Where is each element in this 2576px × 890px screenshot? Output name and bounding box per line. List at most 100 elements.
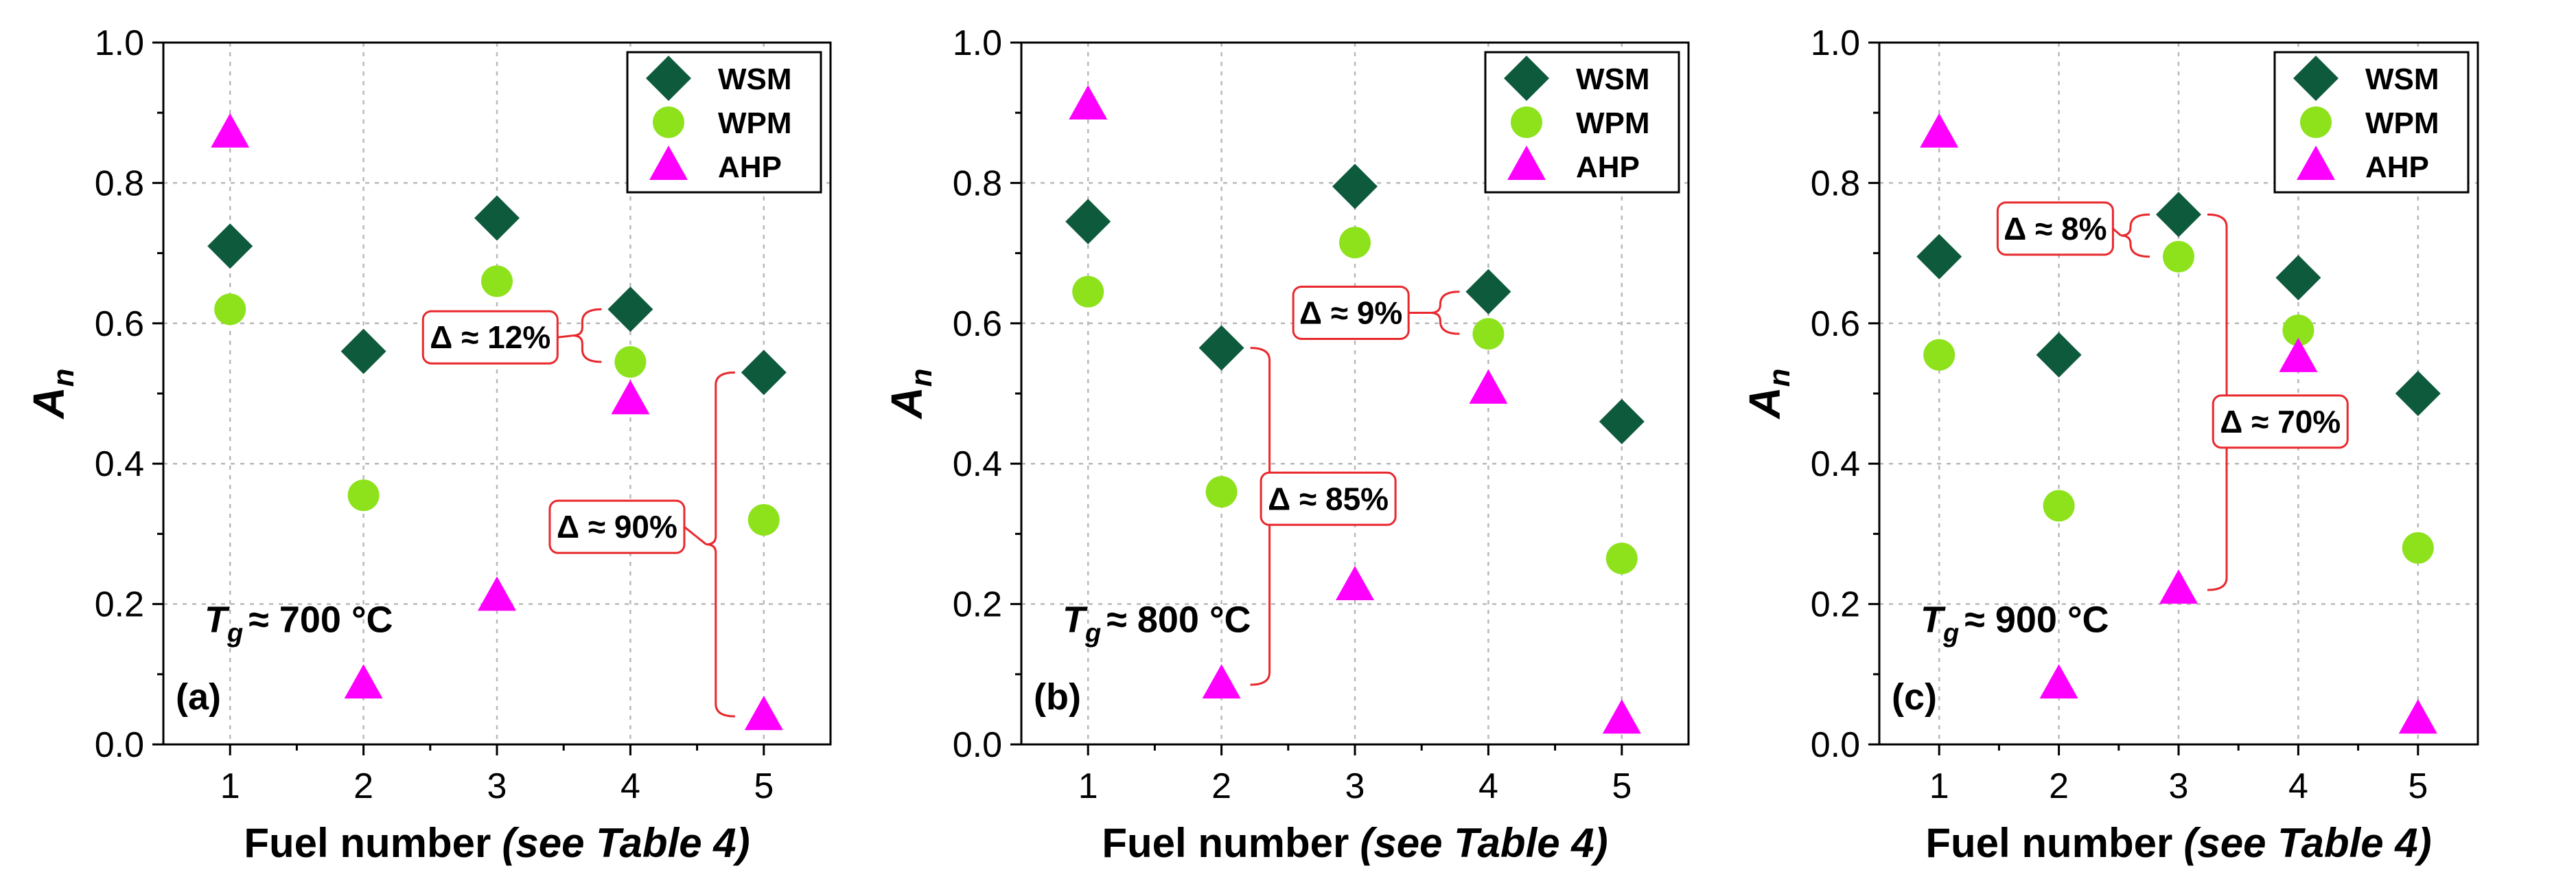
delta-label: Δ ≈ 12% [430,319,550,355]
temperature-value: ≈ 700 °C [248,599,393,640]
point-wpm [2402,532,2434,564]
point-ahp [211,113,250,148]
x-tick-label: 5 [754,766,774,806]
x-axis-label-main: Fuel number [1102,820,1349,866]
delta-leader-line [2112,227,2122,237]
x-axis-label: Fuel number (see Table 4) [1102,820,1608,866]
point-ahp [1202,664,1241,699]
delta-box [1292,285,1410,340]
x-tick-label: 3 [1345,766,1365,806]
temperature-value: ≈ 800 °C [1106,599,1251,640]
temperature-symbol: T [1063,599,1088,640]
point-ahp [2039,664,2078,699]
temperature-subscript: g [227,619,243,648]
point-wpm [481,265,513,297]
temperature-label: Tg ≈ 800 °C [1063,599,1251,648]
legend-marker-wpm [2300,106,2332,138]
y-tick-label: 0.2 [953,585,1002,625]
temperature-subscript: g [1084,619,1101,648]
point-ahp [1069,84,1108,119]
x-tick-label: 1 [1929,766,1949,806]
y-tick-label: 0.2 [95,585,144,625]
y-tick-label: 0.6 [95,304,144,344]
legend-label: AHP [1576,150,1640,184]
panel-label: (a) [176,676,221,718]
legend-label: WSM [718,62,792,96]
delta-box [548,499,686,554]
delta-box [2212,394,2349,449]
point-ahp [611,380,650,415]
legend-label: AHP [2365,150,2429,184]
y-axis-label-subscript: n [47,368,80,387]
x-axis-label: Fuel number (see Table 4) [1925,820,2431,866]
x-tick-label: 1 [220,766,240,806]
x-axis-label-note: (see Table 4) [2183,820,2431,866]
y-axis-label-main: A [1740,387,1789,420]
legend-marker-wsm [1504,56,1549,101]
legend-label: WPM [1576,106,1650,140]
y-axis-label: An [24,368,80,420]
point-wsm [1465,269,1511,315]
delta-label: Δ ≈ 8% [2004,211,2107,247]
y-tick-label: 0.6 [1811,304,1860,344]
point-wsm [1599,398,1645,444]
point-ahp [744,696,783,731]
x-axis-label-note: (see Table 4) [1360,820,1608,866]
legend-label: WSM [1576,62,1650,96]
y-axis-label-subscript: n [1763,368,1796,387]
y-tick-label: 0.8 [953,163,1002,203]
point-wpm [1923,339,1956,371]
point-wpm [347,479,380,512]
point-wsm [607,286,653,332]
y-tick-label: 0.0 [953,725,1002,765]
delta-label: Δ ≈ 85% [1268,481,1389,516]
point-wpm [2282,315,2314,347]
point-wpm [1339,227,1371,259]
point-wpm [1605,543,1638,575]
x-tick-label: 4 [1478,766,1498,806]
y-tick-label: 1.0 [953,23,1002,63]
point-wpm [747,503,780,536]
y-tick-label: 0.4 [95,444,144,484]
delta-label: Δ ≈ 90% [557,509,677,545]
temperature-label: Tg ≈ 700 °C [205,599,393,648]
point-wpm [1205,476,1238,508]
point-wsm [1332,163,1378,209]
x-axis-label: Fuel number (see Table 4) [244,820,750,866]
point-wpm [214,293,246,326]
delta-label: Δ ≈ 70% [2220,404,2341,440]
y-tick-label: 1.0 [1811,23,1860,63]
point-ahp [1469,369,1508,404]
y-tick-label: 0.0 [95,725,144,765]
y-tick-label: 1.0 [95,23,144,63]
y-axis-label: An [882,368,938,420]
legend-label: WSM [2365,62,2439,96]
y-tick-label: 0.0 [1811,725,1860,765]
point-wsm [741,350,787,396]
x-tick-label: 1 [1078,766,1098,806]
legend-marker-ahp [1507,146,1546,180]
temperature-symbol: T [1921,599,1946,640]
delta-leader-line [684,526,707,545]
y-axis-label: An [1740,368,1796,420]
point-wsm [474,195,520,241]
temperature-subscript: g [1942,619,1959,648]
point-wpm [2043,490,2075,522]
point-ahp [1602,699,1641,734]
point-wpm [614,346,647,378]
point-wsm [2395,371,2441,416]
point-ahp [478,576,516,611]
delta-box [1260,471,1397,526]
temperature-label: Tg ≈ 900 °C [1921,599,2109,648]
point-wpm [1472,318,1505,350]
legend-label: AHP [718,150,782,184]
legend-marker-wsm [646,56,691,101]
delta-leader-line [557,334,573,339]
panel-label: (c) [1892,676,1937,718]
x-axis-label-main: Fuel number [1925,820,2172,866]
point-ahp [2398,699,2437,734]
point-wpm [1072,275,1104,308]
